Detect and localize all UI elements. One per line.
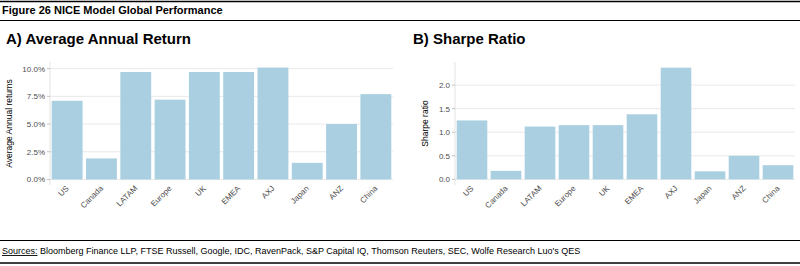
category-label: Europe	[149, 184, 174, 209]
category-label: AXJ	[663, 184, 680, 201]
bar	[695, 171, 726, 179]
bar	[491, 171, 522, 179]
chart: A) Average Annual Return 0.0% 2.5% 5.0% 7.5%…	[4, 30, 393, 210]
tick-label: 1.0	[439, 128, 451, 137]
header-rule	[0, 1, 800, 3]
tick-mark	[47, 151, 50, 152]
bar	[525, 127, 556, 180]
category-label: Europe	[553, 184, 578, 209]
category-label: China	[358, 184, 380, 206]
bar	[120, 72, 151, 179]
bars	[457, 68, 794, 180]
bar	[661, 68, 692, 180]
category-label: Canada	[79, 184, 106, 211]
y-axis-label: Sharpe ratio	[420, 100, 430, 147]
bar	[559, 125, 590, 179]
tick-mark	[452, 155, 455, 156]
figure: Figure 26 NICE Model Global Performance A…	[0, 0, 800, 266]
tick-label: 1.5	[439, 105, 451, 114]
category-label: ANZ	[730, 184, 748, 202]
category-label: China	[760, 184, 782, 206]
chart-title: A) Average Annual Return	[6, 30, 191, 47]
bar	[326, 124, 357, 179]
grid-line	[455, 108, 795, 109]
tick-label: 10.0%	[22, 65, 45, 74]
category-label: LATAM	[519, 184, 544, 209]
y-axis-label: Average Annual returns	[4, 79, 14, 168]
bar	[457, 120, 488, 179]
footer-rule	[0, 262, 800, 264]
bars	[52, 68, 392, 180]
bar	[292, 163, 323, 180]
tick-mark	[47, 124, 50, 125]
sources-label: Sources:	[2, 246, 38, 256]
figure-title: Figure 26 NICE Model Global Performance	[2, 4, 223, 16]
sources: Sources: Bloomberg Finance LLP, FTSE Rus…	[2, 246, 580, 256]
category-label: US	[56, 184, 70, 198]
chart-title: B) Sharpe Ratio	[413, 30, 526, 47]
bar	[258, 68, 289, 180]
tick-mark	[452, 132, 455, 133]
y-axis-line	[50, 62, 51, 185]
tick-mark	[452, 108, 455, 109]
tick-mark	[452, 179, 455, 180]
tick-label: 0.5	[439, 152, 451, 161]
tick-label: 2.0	[439, 81, 451, 90]
category-label: UK	[597, 183, 612, 198]
bar	[189, 72, 220, 179]
bar	[52, 101, 83, 180]
category-label: US	[461, 184, 475, 198]
category-label: Japan	[692, 184, 714, 206]
tick-label: 0.0	[439, 175, 451, 184]
category-label: EMEA	[220, 183, 243, 206]
category-label: AXJ	[260, 184, 277, 201]
tick-mark	[47, 68, 50, 69]
chart: B) Sharpe Ratio 0.0 0.5 1.0 1.5 2.0 Sharpe rat…	[413, 30, 795, 210]
tick-mark	[47, 179, 50, 180]
bar	[360, 94, 391, 179]
grid-line	[455, 85, 795, 86]
tick-mark	[47, 96, 50, 97]
header-rule	[0, 20, 800, 21]
category-label: Canada	[483, 184, 510, 211]
y-axis-line	[455, 62, 456, 185]
tick-label: 7.5%	[27, 92, 45, 101]
grid-line	[455, 132, 795, 133]
bar	[763, 165, 794, 179]
grid-line	[50, 68, 393, 69]
footer-rule	[0, 240, 800, 241]
tick-mark	[452, 85, 455, 86]
tick-label: 0.0%	[27, 175, 45, 184]
grid-line	[50, 96, 393, 97]
bar	[593, 125, 624, 179]
tick-label: 2.5%	[27, 148, 45, 157]
category-label: UK	[194, 183, 209, 198]
tick-label: 5.0%	[27, 120, 45, 129]
bar	[729, 156, 760, 180]
category-label: ANZ	[327, 184, 345, 202]
sources-text: Bloomberg Finance LLP, FTSE Russell, Goo…	[38, 246, 581, 256]
category-label: Japan	[289, 184, 311, 206]
category-label: EMEA	[623, 183, 646, 206]
bar	[223, 72, 254, 179]
category-label: LATAM	[115, 184, 140, 209]
bar	[86, 158, 117, 179]
bar	[627, 114, 658, 179]
bar	[155, 100, 186, 180]
